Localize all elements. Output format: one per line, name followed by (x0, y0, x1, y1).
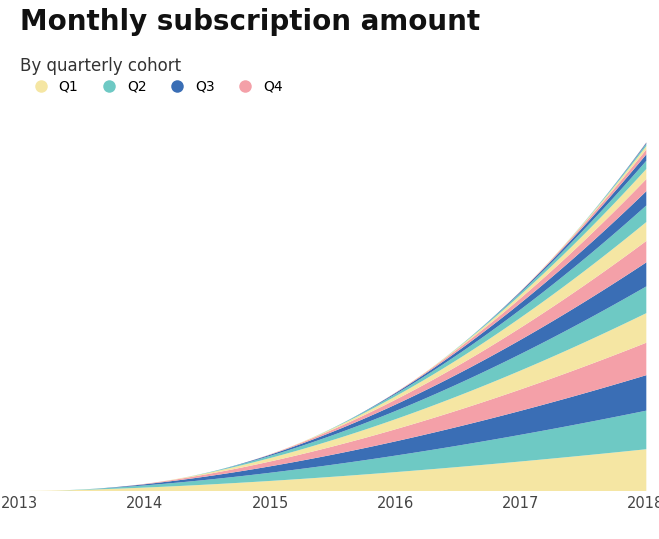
Text: By quarterly cohort: By quarterly cohort (20, 57, 181, 74)
Legend: Q1, Q2, Q3, Q4: Q1, Q2, Q3, Q4 (27, 79, 283, 93)
Text: Monthly subscription amount: Monthly subscription amount (20, 8, 480, 36)
